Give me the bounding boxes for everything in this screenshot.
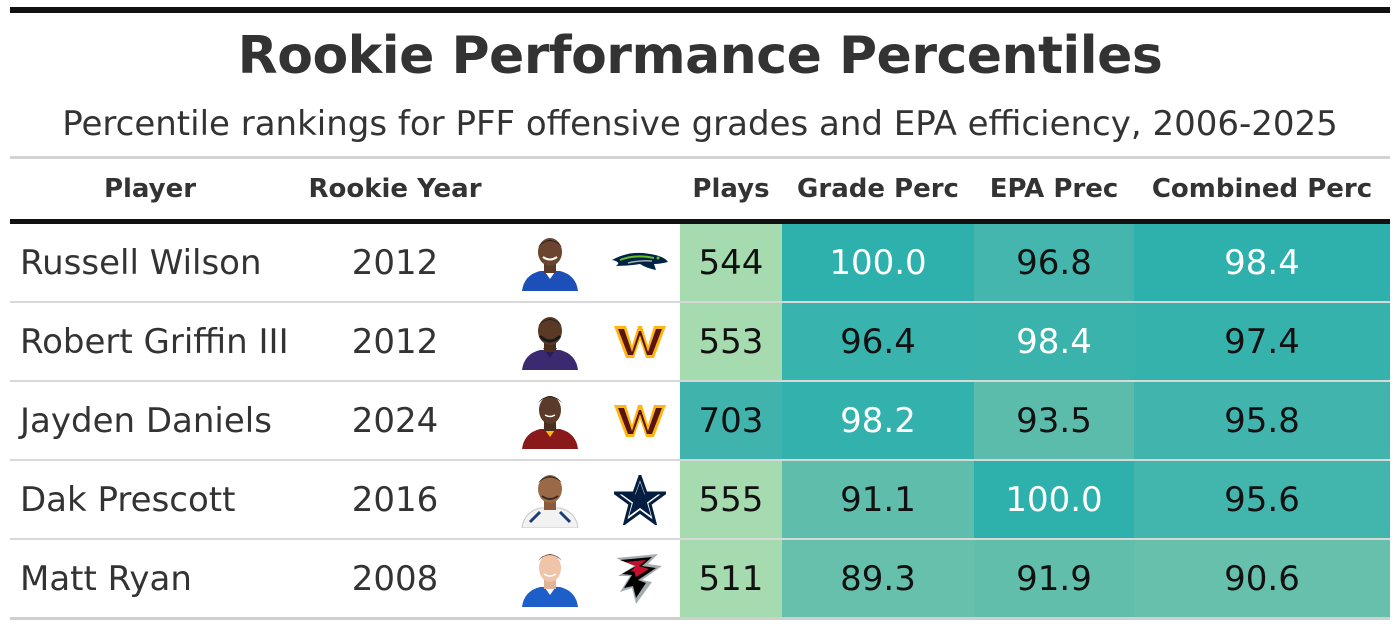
player-name: Russell Wilson xyxy=(10,221,290,303)
epa-prec-value: 100.0 xyxy=(974,460,1134,540)
team-logo-cell xyxy=(600,539,680,620)
column-header-plays: Plays xyxy=(680,159,782,224)
player-name: Dak Prescott xyxy=(10,460,290,540)
team-logo-cell xyxy=(600,302,680,382)
rookie-year: 2012 xyxy=(290,302,500,382)
table-row: Matt Ryan 2008 xyxy=(10,539,1390,620)
table-row: Jayden Daniels 2024 xyxy=(10,381,1390,461)
plays-value: 555 xyxy=(680,460,782,540)
player-headshot-icon xyxy=(521,474,579,528)
rookie-percentile-table: Player Rookie Year Plays Grade Perc EPA … xyxy=(10,159,1390,620)
combined-perc-value: 95.8 xyxy=(1134,381,1390,461)
player-headshot-icon xyxy=(522,237,578,291)
grade-perc-value: 98.2 xyxy=(782,381,974,461)
player-headshot-icon xyxy=(522,553,578,607)
team-logo-cell xyxy=(600,381,680,461)
epa-prec-value: 96.8 xyxy=(974,221,1134,303)
rookie-year: 2016 xyxy=(290,460,500,540)
combined-perc-value: 98.4 xyxy=(1134,221,1390,303)
rookie-year: 2024 xyxy=(290,381,500,461)
top-rule xyxy=(10,7,1390,13)
plays-value: 703 xyxy=(680,381,782,461)
plays-value: 544 xyxy=(680,221,782,303)
headshot-cell xyxy=(500,381,600,461)
table-row: Robert Griffin III 2012 xyxy=(10,302,1390,382)
headshot-cell xyxy=(500,539,600,620)
column-header-player: Player xyxy=(10,159,290,224)
seahawks-logo-icon xyxy=(612,252,668,270)
table-row: Russell Wilson 2012 xyxy=(10,221,1390,303)
combined-perc-value: 97.4 xyxy=(1134,302,1390,382)
table-row: Dak Prescott 2016 xyxy=(10,460,1390,540)
chart-subtitle: Percentile rankings for PFF offensive gr… xyxy=(62,104,1338,144)
headshot-cell xyxy=(500,460,600,540)
combined-perc-value: 90.6 xyxy=(1134,539,1390,620)
rookie-year: 2012 xyxy=(290,221,500,303)
player-name: Matt Ryan xyxy=(10,539,290,620)
falcons-logo-icon xyxy=(616,553,662,604)
chart-title: Rookie Performance Percentiles xyxy=(237,26,1163,86)
column-header-rookie-year: Rookie Year xyxy=(290,159,500,224)
team-logo-cell xyxy=(600,460,680,540)
commanders-logo-icon xyxy=(614,325,666,358)
header-divider xyxy=(10,156,1390,159)
player-headshot-icon xyxy=(522,316,578,370)
grade-perc-value: 96.4 xyxy=(782,302,974,382)
commanders-logo-icon xyxy=(614,404,666,437)
column-header-combined-perc: Combined Perc xyxy=(1134,159,1390,224)
grade-perc-value: 91.1 xyxy=(782,460,974,540)
header-row: Player Rookie Year Plays Grade Perc EPA … xyxy=(10,159,1390,224)
plays-value: 553 xyxy=(680,302,782,382)
cowboys-logo-icon xyxy=(614,474,666,525)
team-logo-cell xyxy=(600,221,680,303)
epa-prec-value: 98.4 xyxy=(974,302,1134,382)
headshot-cell xyxy=(500,302,600,382)
headshot-cell xyxy=(500,221,600,303)
rookie-year: 2008 xyxy=(290,539,500,620)
column-header-grade-perc: Grade Perc xyxy=(782,159,974,224)
player-headshot-icon xyxy=(522,395,578,449)
grade-perc-value: 100.0 xyxy=(782,221,974,303)
player-name: Jayden Daniels xyxy=(10,381,290,461)
epa-prec-value: 91.9 xyxy=(974,539,1134,620)
column-header-epa-prec: EPA Prec xyxy=(974,159,1134,224)
player-name: Robert Griffin III xyxy=(10,302,290,382)
plays-value: 511 xyxy=(680,539,782,620)
column-header-team xyxy=(600,159,680,224)
grade-perc-value: 89.3 xyxy=(782,539,974,620)
combined-perc-value: 95.6 xyxy=(1134,460,1390,540)
column-header-headshot xyxy=(500,159,600,224)
epa-prec-value: 93.5 xyxy=(974,381,1134,461)
